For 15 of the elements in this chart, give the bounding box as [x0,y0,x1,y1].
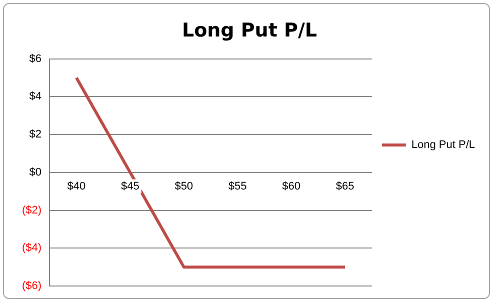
x-tick-label: $60 [282,180,300,192]
x-tick-label: $65 [336,180,354,192]
y-tick-label: ($2) [22,204,42,216]
x-tick-label: $45 [120,180,140,192]
y-tick-label: $6 [29,52,42,65]
chart-title: Long Put P/L [182,19,318,42]
y-tick-label: ($4) [22,242,42,254]
legend-label: Long Put P/L [411,139,476,152]
x-tick-label: $40 [67,180,86,192]
y-tick-label: $2 [29,128,42,141]
y-tick-label: $0 [29,166,42,178]
x-tick-label: $50 [174,180,194,192]
y-tick-label: ($6) [22,280,42,292]
x-tick-label: $55 [228,180,247,192]
y-tick-label: $4 [29,90,42,103]
